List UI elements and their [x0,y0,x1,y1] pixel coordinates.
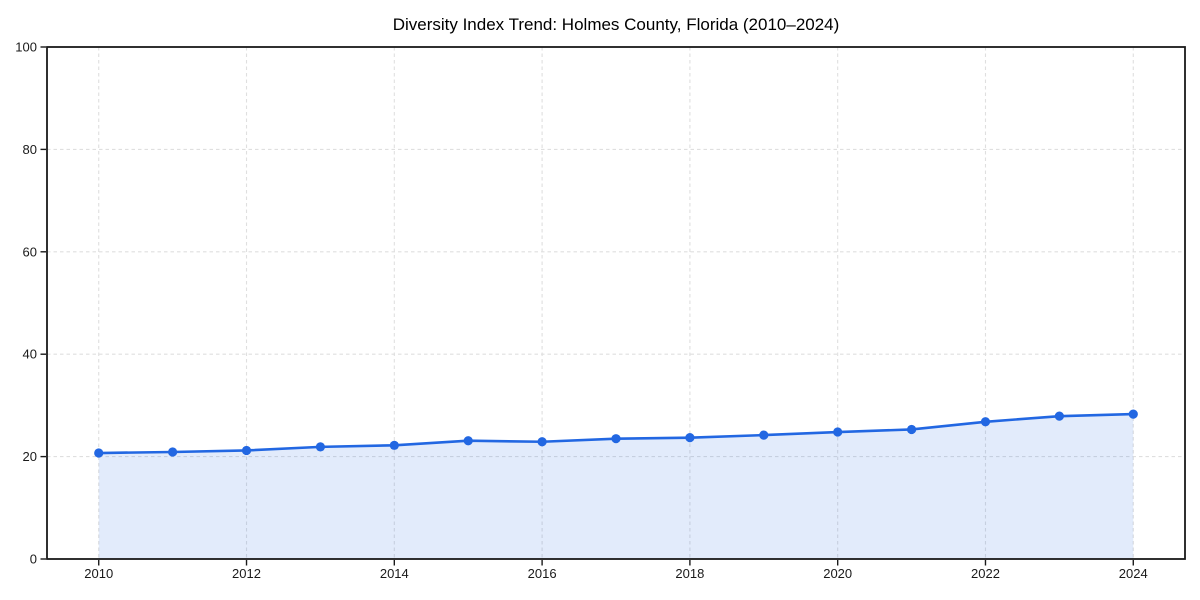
y-tick-label: 20 [23,449,37,464]
data-point-2014 [389,440,399,450]
y-tick-label: 100 [15,40,37,55]
x-tick-label: 2018 [675,566,704,581]
y-tick-label: 80 [23,142,37,157]
data-point-2021 [906,424,917,435]
data-point-2019 [759,430,769,440]
plot-frame [46,46,1186,560]
data-point-2011 [168,447,178,457]
data-points-layer [94,409,1138,458]
axis-ticks-layer [40,46,1134,566]
x-tick-label: 2010 [84,566,113,581]
data-point-2016 [537,437,547,447]
x-tick-label: 2016 [528,566,557,581]
y-tick-label: 40 [23,347,37,362]
gridlines-layer [47,47,1185,559]
data-point-2010 [94,448,104,458]
x-tick-label: 2012 [232,566,261,581]
area-fill-layer [98,414,1134,559]
data-point-2015 [463,436,473,446]
x-tick-label: 2022 [971,566,1000,581]
x-tick-label: 2020 [823,566,852,581]
area-fill [98,414,1134,559]
data-point-2018 [685,433,695,443]
data-point-2020 [833,427,843,437]
data-point-2017 [611,434,621,444]
x-tick-label: 2014 [380,566,409,581]
y-tick-label: 60 [23,244,37,259]
data-point-2024 [1128,409,1138,419]
data-point-2023 [1054,411,1064,421]
chart-title: Diversity Index Trend: Holmes County, Fl… [393,15,840,34]
data-point-2013 [315,442,326,452]
data-point-2022 [980,417,991,427]
data-point-2012 [241,445,252,456]
tick-labels-layer: 2010 2012 2014 2016 2018 2020 2022 2024 0 20 40 60 8… [15,40,1147,582]
y-tick-label: 0 [30,552,37,567]
x-tick-label: 2024 [1119,566,1148,581]
